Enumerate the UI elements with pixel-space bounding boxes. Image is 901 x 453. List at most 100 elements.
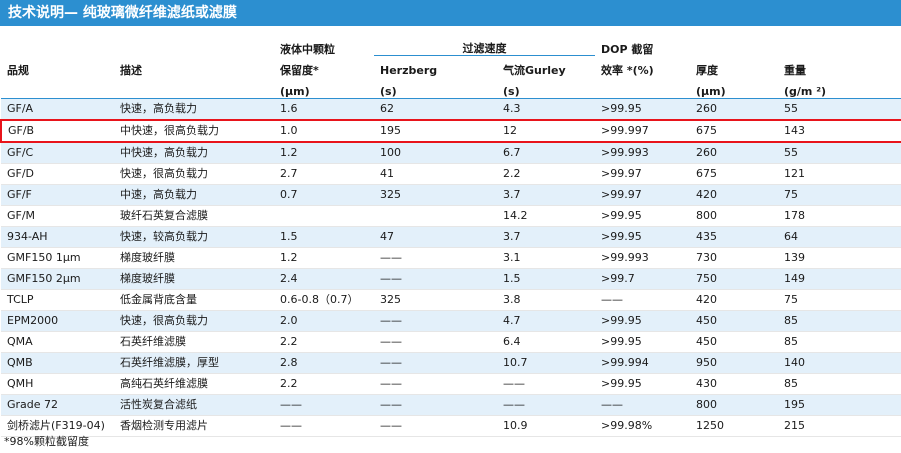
cell-herzberg: —— bbox=[374, 331, 497, 353]
cell-description: 快速，高负载力 bbox=[114, 98, 274, 121]
cell-herzberg: —— bbox=[374, 352, 497, 374]
cell-grade: GF/C bbox=[1, 142, 114, 164]
cell-particle-retention: 1.0 bbox=[274, 119, 374, 143]
cell-particle-retention: 0.7 bbox=[274, 184, 374, 206]
cell-weight: 85 bbox=[778, 331, 901, 353]
cell-particle-retention: 2.0 bbox=[274, 310, 374, 332]
table-row: QMA 石英纤维滤膜 2.2 —— 6.4 >99.95 450 85 bbox=[1, 331, 901, 353]
cell-grade: TCLP bbox=[1, 289, 114, 311]
cell-thickness: 260 bbox=[690, 98, 778, 121]
cell-dop: —— bbox=[595, 289, 690, 311]
cell-herzberg: —— bbox=[374, 310, 497, 332]
cell-gurley: —— bbox=[497, 394, 595, 416]
header-weight: 重量 bbox=[784, 64, 806, 77]
cell-weight: 85 bbox=[778, 310, 901, 332]
cell-weight: 149 bbox=[778, 268, 901, 290]
cell-grade: GMF150 1μm bbox=[1, 247, 114, 269]
cell-dop: >99.95 bbox=[595, 226, 690, 248]
cell-weight: 178 bbox=[778, 205, 901, 227]
header-flow-group: 过滤速度 bbox=[374, 34, 595, 56]
cell-description: 中快速，很高负载力 bbox=[114, 119, 274, 143]
cell-herzberg: —— bbox=[374, 247, 497, 269]
cell-thickness: 435 bbox=[690, 226, 778, 248]
cell-gurley: 3.8 bbox=[497, 289, 595, 311]
cell-grade: QMB bbox=[1, 352, 114, 374]
cell-particle-retention: 1.5 bbox=[274, 226, 374, 248]
cell-particle-retention: 2.2 bbox=[274, 373, 374, 395]
cell-weight: 121 bbox=[778, 163, 901, 185]
table-row: TCLP 低金属背底含量 0.6-0.8（0.7） 325 3.8 —— 420 75 bbox=[1, 289, 901, 311]
cell-weight: 55 bbox=[778, 98, 901, 121]
cell-dop: >99.95 bbox=[595, 373, 690, 395]
cell-grade: 934-AH bbox=[1, 226, 114, 248]
cell-herzberg: 195 bbox=[374, 119, 497, 143]
cell-particle-retention: 2.8 bbox=[274, 352, 374, 374]
cell-gurley: 4.7 bbox=[497, 310, 595, 332]
cell-description: 梯度玻纤膜 bbox=[114, 247, 274, 269]
cell-herzberg: 41 bbox=[374, 163, 497, 185]
cell-particle-retention: 2.4 bbox=[274, 268, 374, 290]
cell-grade: Grade 72 bbox=[1, 394, 114, 416]
table-row: 934-AH 快速，较高负载力 1.5 47 3.7 >99.95 435 64 bbox=[1, 226, 901, 248]
header-herzberg-unit: (s) bbox=[374, 77, 497, 99]
footnote: *98%颗粒截留度 bbox=[4, 435, 89, 448]
table-row: GF/B 中快速，很高负载力 1.0 195 12 >99.997 675 143 bbox=[0, 119, 901, 143]
header-weight-unit: (g/m ²) bbox=[778, 77, 901, 99]
cell-grade: GF/B bbox=[0, 119, 114, 143]
cell-dop: >99.97 bbox=[595, 163, 690, 185]
header-spacer bbox=[1, 77, 114, 99]
cell-gurley: 10.7 bbox=[497, 352, 595, 374]
cell-grade: 剑桥滤片(F319-04) bbox=[1, 415, 114, 437]
cell-herzberg: 325 bbox=[374, 289, 497, 311]
cell-weight: 140 bbox=[778, 352, 901, 374]
table-row: GF/M 玻纤石英复合滤膜 14.2 >99.95 800 178 bbox=[1, 205, 901, 227]
cell-herzberg: —— bbox=[374, 415, 497, 437]
table-row: GMF150 1μm 梯度玻纤膜 1.2 —— 3.1 >99.993 730 139 bbox=[1, 247, 901, 269]
cell-particle-retention: 1.2 bbox=[274, 142, 374, 164]
table-row: GF/F 中速，高负载力 0.7 325 3.7 >99.97 420 75 bbox=[1, 184, 901, 206]
header-spacer bbox=[1, 34, 114, 56]
cell-herzberg: —— bbox=[374, 394, 497, 416]
cell-thickness: 800 bbox=[690, 205, 778, 227]
header-particle-line2: 保留度* bbox=[280, 64, 319, 77]
cell-particle-retention: 1.2 bbox=[274, 247, 374, 269]
table-row: QMH 高纯石英纤维滤膜 2.2 —— —— >99.95 430 85 bbox=[1, 373, 901, 395]
cell-gurley: 10.9 bbox=[497, 415, 595, 437]
cell-weight: 64 bbox=[778, 226, 901, 248]
cell-grade: GF/D bbox=[1, 163, 114, 185]
cell-gurley: 3.7 bbox=[497, 226, 595, 248]
cell-thickness: 675 bbox=[690, 163, 778, 185]
header-description: 描述 bbox=[120, 64, 142, 77]
cell-grade: GF/M bbox=[1, 205, 114, 227]
header-gurley: 气流Gurley bbox=[503, 64, 566, 77]
header-spacer bbox=[690, 34, 778, 56]
cell-particle-retention: 0.6-0.8（0.7） bbox=[274, 289, 374, 311]
cell-herzberg bbox=[374, 205, 497, 227]
page-title: 技术说明— 纯玻璃微纤维滤纸或滤膜 bbox=[0, 0, 901, 26]
cell-herzberg: 62 bbox=[374, 98, 497, 121]
cell-grade: GF/A bbox=[1, 98, 114, 121]
cell-herzberg: 325 bbox=[374, 184, 497, 206]
cell-weight: 75 bbox=[778, 184, 901, 206]
cell-gurley: 1.5 bbox=[497, 268, 595, 290]
cell-description: 高纯石英纤维滤膜 bbox=[114, 373, 274, 395]
cell-thickness: 1250 bbox=[690, 415, 778, 437]
cell-dop: >99.95 bbox=[595, 310, 690, 332]
cell-thickness: 260 bbox=[690, 142, 778, 164]
cell-description: 玻纤石英复合滤膜 bbox=[114, 205, 274, 227]
table-row: GF/A 快速，高负载力 1.6 62 4.3 >99.95 260 55 bbox=[1, 98, 901, 121]
cell-weight: 139 bbox=[778, 247, 901, 269]
cell-dop: >99.993 bbox=[595, 247, 690, 269]
cell-particle-retention: 2.7 bbox=[274, 163, 374, 185]
table-body: GF/A 快速，高负载力 1.6 62 4.3 >99.95 260 55 GF/B 中快速，很高… bbox=[0, 98, 901, 437]
cell-dop: >99.98% bbox=[595, 415, 690, 437]
cell-description: 活性炭复合滤纸 bbox=[114, 394, 274, 416]
cell-dop: >99.95 bbox=[595, 205, 690, 227]
header-thickness-unit: (μm) bbox=[690, 77, 778, 99]
cell-grade: QMH bbox=[1, 373, 114, 395]
table-row: EPM2000 快速，很高负载力 2.0 —— 4.7 >99.95 450 85 bbox=[1, 310, 901, 332]
cell-particle-retention: —— bbox=[274, 415, 374, 437]
table-row: GMF150 2μm 梯度玻纤膜 2.4 —— 1.5 >99.7 750 149 bbox=[1, 268, 901, 290]
cell-grade: QMA bbox=[1, 331, 114, 353]
header-spacer bbox=[778, 34, 901, 56]
